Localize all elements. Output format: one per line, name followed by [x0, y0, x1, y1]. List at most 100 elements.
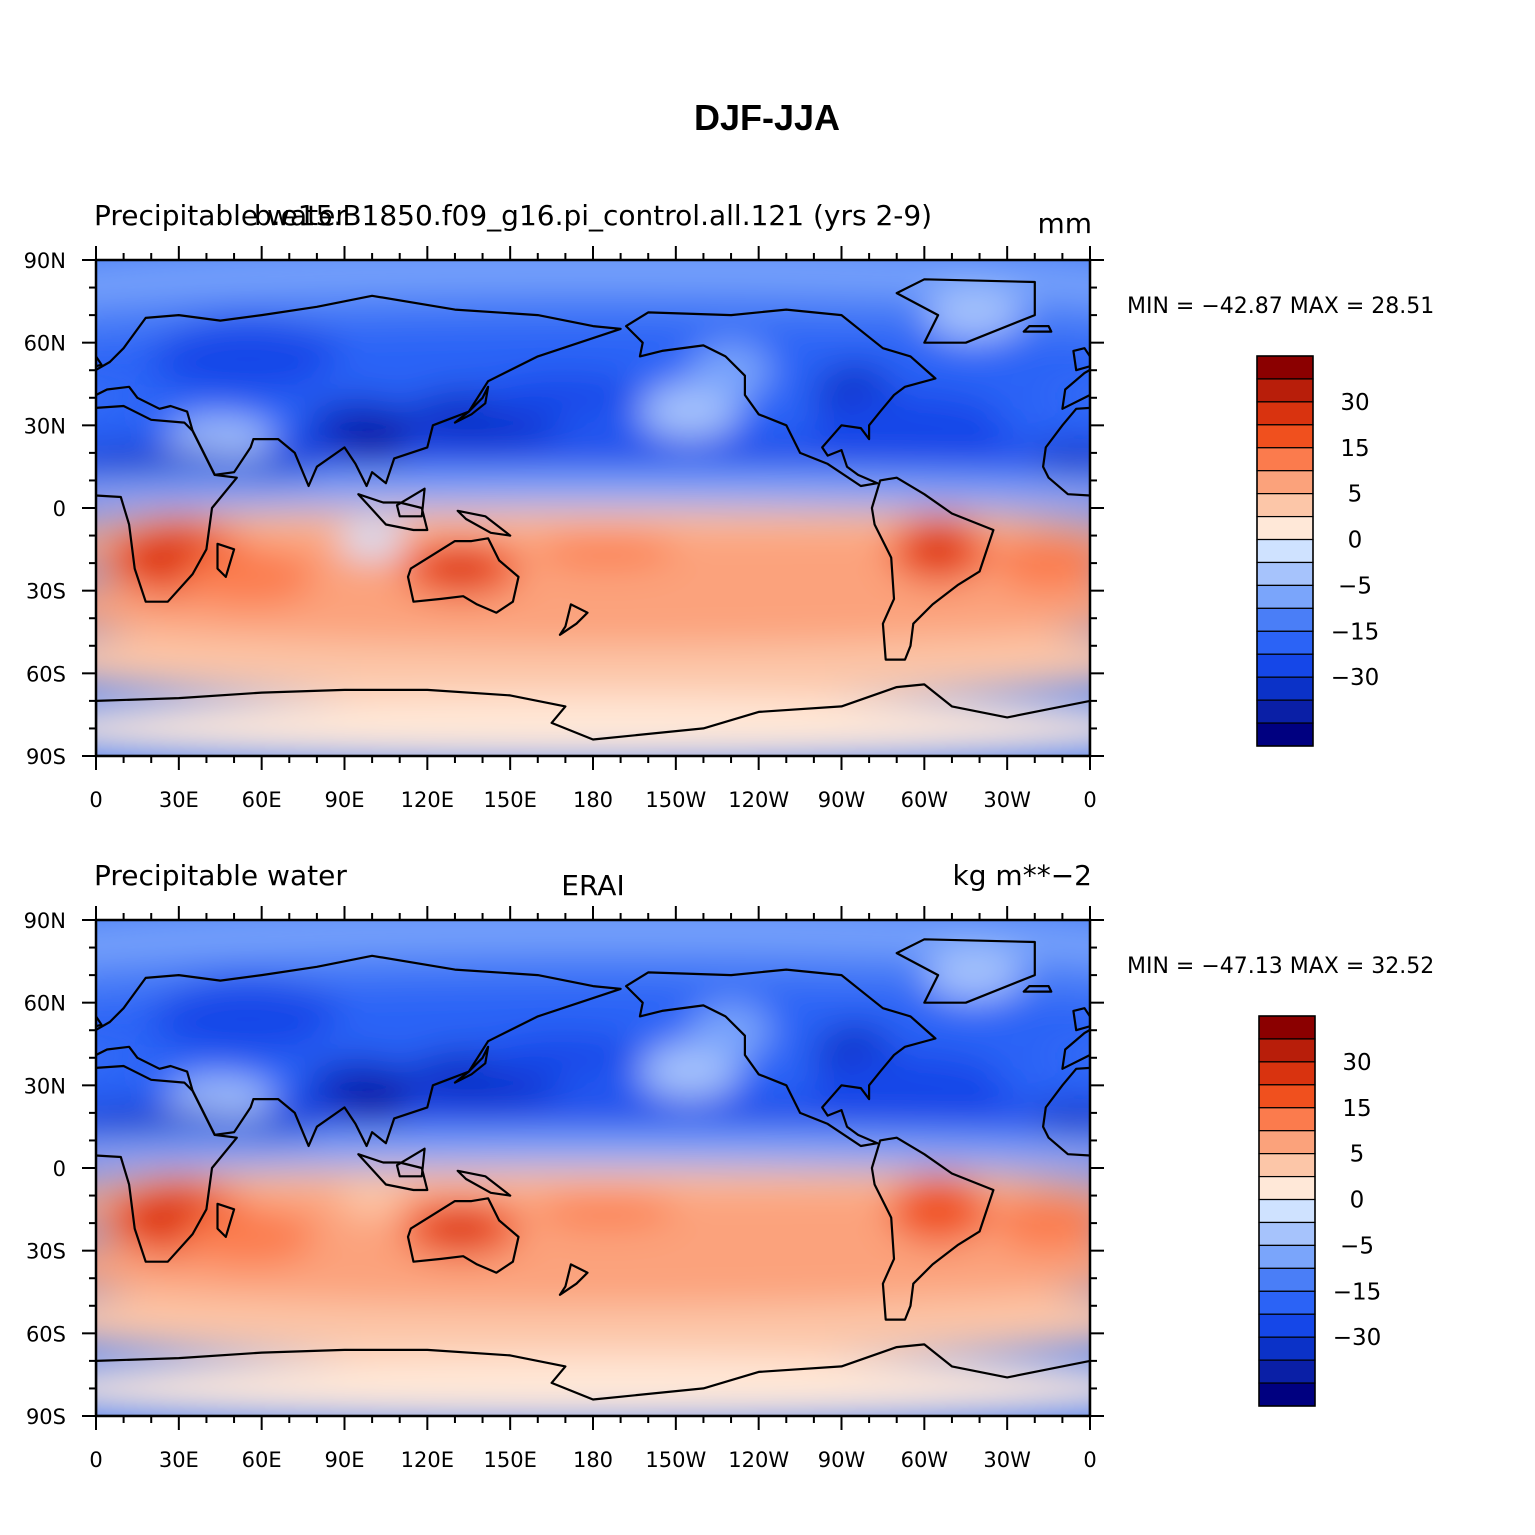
coastline	[870, 476, 995, 661]
coastline	[216, 1202, 236, 1239]
colorbar-box	[1258, 1244, 1316, 1269]
map-panel-top: 0 30E 60E 90E 120E 150E 180 150W 120W 90W 60W 30W 09…	[24, 199, 1513, 812]
lat-tick-label: 90N	[24, 249, 66, 273]
colorbar-box	[1256, 699, 1314, 724]
field-contour	[178, 549, 317, 605]
lon-tick-label: 90E	[325, 1448, 365, 1472]
colorbar-tick-label: 15	[1342, 1096, 1371, 1122]
field-contour	[333, 417, 411, 462]
field-contour	[96, 1355, 1090, 1416]
field-contour	[717, 554, 856, 599]
lon-tick-label: 150E	[483, 788, 536, 812]
field-contour	[689, 342, 773, 398]
colorbar-box	[1256, 447, 1314, 472]
colorbar-box	[1256, 607, 1314, 632]
colorbar-box	[1256, 355, 1314, 380]
colorbar-box	[1258, 1107, 1316, 1132]
coastline	[395, 1147, 426, 1178]
coastline	[1352, 494, 1421, 530]
lat-tick-label: 30N	[24, 414, 66, 438]
lon-tick-label: 90E	[325, 788, 365, 812]
lon-tick-label: 120E	[401, 788, 454, 812]
colorbar-box	[1258, 1198, 1316, 1224]
lat-tick-label: 90N	[24, 909, 66, 933]
field-contour	[813, 1052, 1008, 1119]
field-contour	[178, 1209, 317, 1265]
coastline	[456, 1169, 512, 1197]
colorbar-box	[1258, 1084, 1316, 1109]
field-contour	[689, 1002, 773, 1058]
field-contour	[639, 384, 740, 440]
field-contour	[924, 290, 1024, 340]
colorbar-tick-label: −30	[1333, 1325, 1382, 1351]
coastline	[1402, 538, 1513, 612]
field-contour	[1034, 441, 1090, 475]
coastline	[558, 1263, 589, 1296]
field-contour	[333, 1077, 411, 1122]
map-panel-bottom: 0 30E 60E 90E 120E 150E 180 150W 120W 90W 60W 30W 09…	[24, 859, 1505, 1472]
field-contour	[427, 1212, 494, 1246]
lon-tick-label: 90W	[818, 1448, 866, 1472]
field-contour	[96, 1129, 1090, 1163]
colorbar-box	[1256, 470, 1314, 495]
lon-tick-label: 30W	[983, 788, 1031, 812]
colorbar-tick-label: 0	[1348, 528, 1363, 554]
lat-tick-label: 30N	[24, 1074, 66, 1098]
coastline	[453, 1045, 490, 1084]
colorbar-box	[1258, 1061, 1316, 1086]
field-contour	[639, 1044, 740, 1100]
field-contour	[427, 552, 494, 586]
field-contour	[96, 505, 1090, 528]
field-contour	[993, 535, 1090, 591]
lon-tick-label: 150W	[645, 1448, 706, 1472]
colorbar-box	[1258, 1221, 1316, 1247]
field-contour	[482, 375, 649, 420]
coastline	[357, 493, 429, 532]
field-contour	[537, 532, 676, 566]
colorbar-box	[1256, 401, 1314, 426]
field-contour	[993, 1195, 1090, 1251]
lon-tick-label: 150W	[645, 788, 706, 812]
panel-right-label: kg m**−2	[953, 859, 1092, 892]
colorbar: 30 15 5 0 −5 −15 −30	[1258, 1015, 1382, 1407]
coastlines	[96, 938, 1505, 1416]
lon-tick-label: 30E	[159, 788, 199, 812]
colorbar-tick-label: 15	[1340, 436, 1369, 462]
coastline	[1452, 1171, 1505, 1196]
field-contour	[813, 392, 1008, 459]
coastline	[96, 1343, 1090, 1416]
coastline	[453, 385, 490, 424]
lat-tick-label: 60N	[24, 332, 66, 356]
field-contour	[924, 950, 1024, 1000]
colorbar-box	[1256, 424, 1314, 449]
lon-tick-label: 0	[89, 1448, 102, 1472]
colorbar-box	[1258, 1382, 1316, 1407]
axis-ticks	[82, 906, 1104, 1430]
colorbar-box	[1256, 630, 1314, 655]
colorbar-box	[1258, 1359, 1316, 1384]
coastline	[456, 509, 512, 537]
coastline	[216, 542, 236, 579]
colorbar-box	[1258, 1336, 1316, 1361]
lat-tick-label: 0	[53, 497, 66, 521]
lon-tick-label: 0	[1083, 1448, 1096, 1472]
colorbar-box	[1256, 515, 1314, 541]
field-contour	[96, 469, 1090, 503]
colorbar-box	[1258, 1038, 1316, 1063]
field-contour	[96, 695, 1090, 756]
colorbar-box	[1256, 493, 1314, 518]
colorbar-box	[1256, 653, 1314, 678]
field-contour	[338, 524, 406, 558]
coastline	[395, 487, 426, 518]
lon-tick-label: 60W	[901, 788, 949, 812]
colorbar-box	[1256, 378, 1314, 403]
panel-center-label: b.e15.B1850.f09_g16.pi_control.all.121 (…	[254, 199, 932, 232]
field-contour	[717, 1214, 856, 1259]
lon-tick-label: 60E	[242, 788, 282, 812]
axis-ticks	[82, 246, 1104, 770]
lon-tick-label: 60E	[242, 1448, 282, 1472]
colorbar-tick-label: −30	[1331, 665, 1380, 691]
colorbar-box	[1258, 1130, 1316, 1155]
min-max-stats: MIN = −47.13 MAX = 32.52	[1127, 954, 1434, 979]
field-contour	[1034, 1101, 1090, 1135]
